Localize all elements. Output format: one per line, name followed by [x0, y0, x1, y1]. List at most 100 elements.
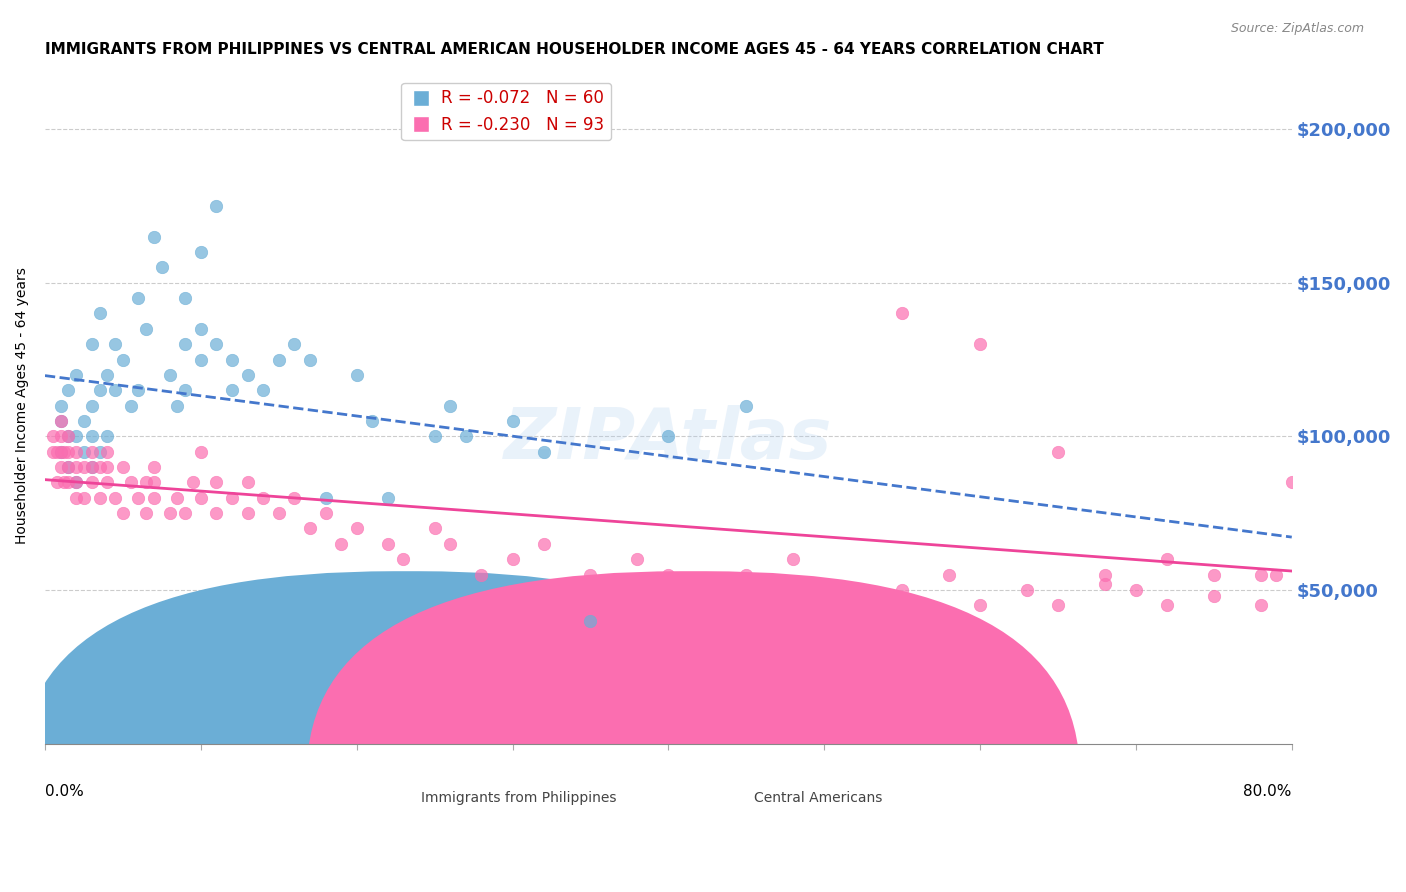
Point [190, 322, 212, 336]
Point [190, 352, 212, 367]
Point [1250, 567, 1272, 582]
Point [267, 506, 290, 520]
Point [120, 399, 142, 413]
Point [65, 475, 87, 490]
Point [221, 491, 243, 505]
Point [377, 491, 399, 505]
Point [891, 306, 914, 320]
Point [159, 506, 181, 520]
Point [330, 537, 353, 551]
Point [221, 352, 243, 367]
FancyBboxPatch shape [307, 571, 1080, 892]
Point [174, 383, 197, 397]
Text: 0.0%: 0.0% [45, 784, 84, 799]
Point [315, 491, 337, 505]
Point [579, 614, 602, 628]
Point [1202, 567, 1225, 582]
Point [65, 429, 87, 443]
Point [470, 567, 492, 582]
Text: Central Americans: Central Americans [754, 791, 882, 805]
Point [969, 599, 991, 613]
Point [190, 244, 212, 259]
Point [533, 537, 555, 551]
Point [1046, 599, 1069, 613]
Point [205, 337, 228, 351]
Point [150, 260, 173, 275]
Point [49, 444, 72, 458]
Point [127, 291, 149, 305]
Point [267, 582, 290, 597]
Point [1312, 614, 1334, 628]
Point [166, 491, 188, 505]
Point [377, 537, 399, 551]
Point [174, 506, 197, 520]
Point [735, 399, 758, 413]
Point [423, 521, 446, 535]
Point [65, 444, 87, 458]
Point [252, 383, 274, 397]
Point [73, 460, 96, 475]
Point [298, 352, 321, 367]
Point [174, 337, 197, 351]
Point [135, 506, 157, 520]
Point [221, 383, 243, 397]
Point [65, 491, 87, 505]
Point [80, 399, 103, 413]
Legend: R = -0.072   N = 60, R = -0.230   N = 93: R = -0.072 N = 60, R = -0.230 N = 93 [401, 83, 612, 140]
Point [283, 337, 305, 351]
Point [1094, 567, 1116, 582]
Point [1265, 567, 1288, 582]
Point [73, 414, 96, 428]
Point [938, 567, 960, 582]
Point [111, 506, 134, 520]
Point [80, 337, 103, 351]
Point [236, 506, 259, 520]
Point [49, 444, 72, 458]
Point [1156, 599, 1178, 613]
Point [80, 475, 103, 490]
Point [252, 491, 274, 505]
Point [89, 460, 111, 475]
Point [96, 368, 118, 382]
Point [111, 352, 134, 367]
Point [80, 429, 103, 443]
Text: IMMIGRANTS FROM PHILIPPINES VS CENTRAL AMERICAN HOUSEHOLDER INCOME AGES 45 - 64 : IMMIGRANTS FROM PHILIPPINES VS CENTRAL A… [45, 42, 1104, 57]
Point [174, 291, 197, 305]
Point [127, 491, 149, 505]
Point [49, 414, 72, 428]
Point [190, 444, 212, 458]
Point [579, 567, 602, 582]
Text: ZIPAtlas: ZIPAtlas [505, 405, 832, 474]
Point [166, 399, 188, 413]
Point [104, 383, 127, 397]
Point [392, 552, 415, 566]
Point [1250, 599, 1272, 613]
Point [58, 475, 80, 490]
Point [813, 582, 835, 597]
Point [73, 491, 96, 505]
Point [735, 567, 758, 582]
Point [236, 368, 259, 382]
Point [657, 567, 679, 582]
Point [439, 537, 461, 551]
Point [423, 429, 446, 443]
Point [80, 444, 103, 458]
Point [315, 506, 337, 520]
Point [626, 552, 648, 566]
Point [143, 491, 166, 505]
Point [502, 414, 524, 428]
Point [346, 368, 368, 382]
Point [236, 475, 259, 490]
Point [89, 491, 111, 505]
Point [73, 444, 96, 458]
Point [96, 475, 118, 490]
Point [58, 429, 80, 443]
Point [283, 491, 305, 505]
Point [143, 460, 166, 475]
Point [782, 552, 804, 566]
Point [361, 414, 384, 428]
Point [181, 475, 204, 490]
Point [439, 399, 461, 413]
Point [46, 444, 69, 458]
Point [502, 552, 524, 566]
